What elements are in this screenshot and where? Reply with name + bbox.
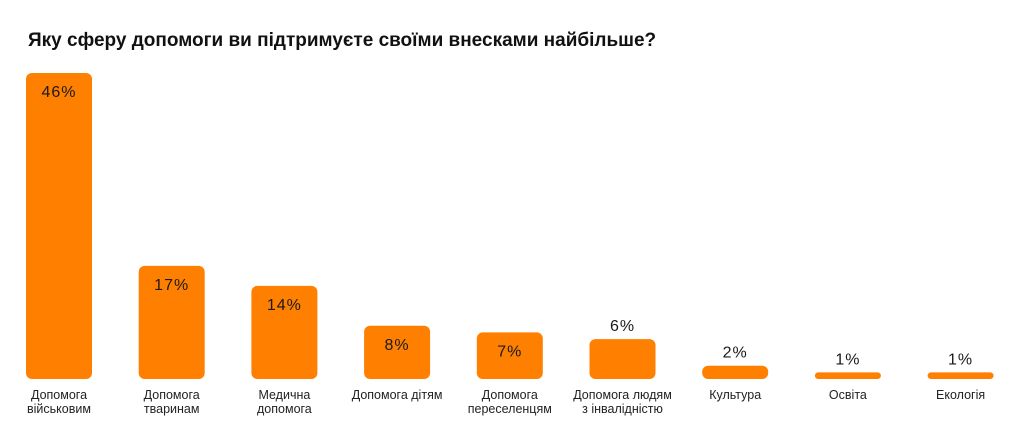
category-label: Допомога тваринам — [143, 388, 200, 416]
value-label: 2% — [723, 345, 748, 362]
value-label: 1% — [948, 351, 973, 368]
bar — [26, 73, 92, 379]
value-label: 1% — [835, 351, 860, 368]
category-label: Медична допомога — [257, 388, 312, 416]
category-label: Допомога військовим — [27, 388, 91, 416]
value-label: 7% — [497, 343, 522, 360]
value-label: 14% — [267, 297, 302, 314]
bar — [589, 339, 656, 379]
bar — [814, 372, 881, 379]
bar — [251, 285, 318, 379]
chart-title: Яку сферу допомоги ви підтримуєте своїми… — [28, 30, 656, 51]
bar — [702, 365, 769, 379]
bar — [927, 372, 994, 379]
category-label: Освіта — [828, 388, 867, 402]
value-label: 8% — [385, 337, 410, 354]
bar — [476, 332, 543, 379]
category-label: Екологія — [936, 388, 986, 402]
category-label: Культура — [709, 388, 762, 402]
bar — [138, 265, 205, 379]
category-label: Допомога дітям — [351, 388, 443, 402]
value-label: 17% — [154, 277, 189, 294]
category-label: Допомога переселенцям — [467, 388, 552, 416]
category-label: Допомога людям з інвалідністю — [573, 388, 672, 416]
value-label: 46% — [41, 84, 76, 101]
bar — [364, 325, 431, 379]
value-label: 6% — [610, 318, 635, 335]
